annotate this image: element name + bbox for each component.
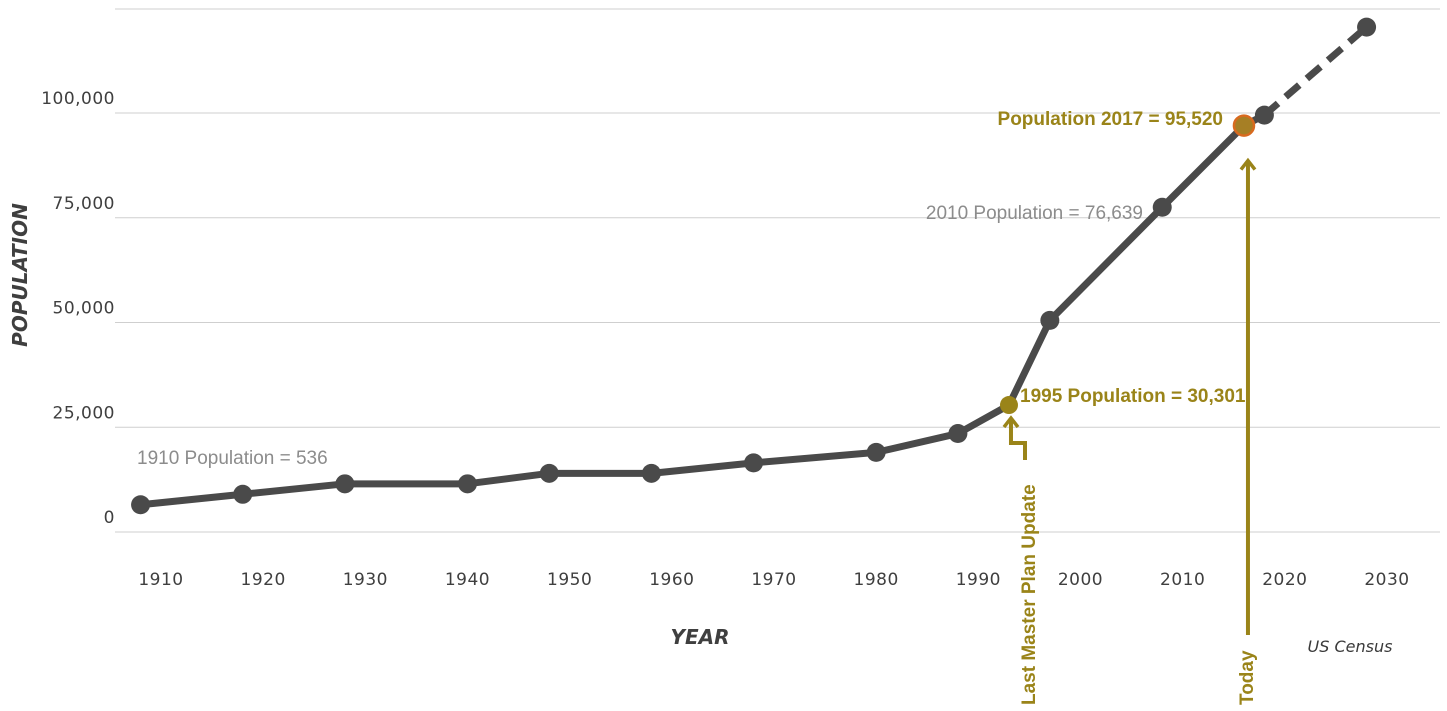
x-tick-label: 1980 [854,570,899,590]
series-line-projected [1262,24,1369,118]
x-tick-label: 2020 [1262,570,1307,590]
y-tick-label: 100,000 [41,89,115,109]
data-point [335,474,355,494]
data-point-1995 [999,396,1018,415]
data-point [1040,310,1060,330]
population-series [137,24,1369,509]
data-point [744,453,764,473]
x-tick-label: 1960 [649,570,694,590]
marker-arrows [1002,157,1257,635]
data-point-2017 [1232,114,1256,137]
today-arrow-head [1239,157,1257,171]
y-axis-ticks: 0 25,000 50,000 75,000 100,000 [41,89,115,528]
y-tick-label: 75,000 [53,194,115,214]
population-points [131,17,1377,515]
data-point [233,484,253,504]
annotation-1910: 1910 Population = 536 [137,448,328,469]
master-plan-arrow-head [1002,415,1020,429]
x-tick-label: 1920 [241,570,286,590]
x-tick-label: 1940 [445,570,490,590]
annotation-2010: 2010 Population = 76,639 [926,203,1143,224]
y-tick-label: 0 [104,508,115,528]
data-point [1152,197,1172,217]
source-note: US Census [1308,637,1393,656]
x-tick-label: 1930 [343,570,388,590]
annotation-1995: 1995 Population = 30,301 [1020,386,1246,407]
y-tick-label: 25,000 [53,403,115,423]
x-tick-label: 1970 [751,570,796,590]
x-tick-label: 2010 [1160,570,1205,590]
x-tick-label: 2030 [1364,570,1409,590]
y-axis-title: POPULATION [8,203,32,347]
data-point [539,463,559,483]
data-point [866,442,886,462]
data-point [1254,105,1274,125]
x-axis-ticks: 1910 1920 1930 1940 1950 1960 1970 1980 1990 2000… [138,570,1409,590]
data-point [1357,17,1377,37]
x-tick-label: 2000 [1058,570,1103,590]
data-point [948,424,968,444]
x-tick-label: 1910 [138,570,183,590]
x-tick-label: 1950 [547,570,592,590]
master-plan-arrow-line [1008,419,1027,460]
annotation-2017: Population 2017 = 95,520 [998,109,1223,130]
marker-today: Today [1237,650,1258,705]
x-tick-label: 1990 [956,570,1001,590]
data-point [131,495,151,515]
grid-lines [115,8,1440,533]
x-axis-title: YEAR [670,625,729,649]
data-point [641,463,661,483]
series-line-historical [137,111,1268,509]
data-point [458,474,477,494]
marker-last-master-plan-update: Last Master Plan Update [1019,484,1040,705]
y-tick-label: 50,000 [53,299,115,319]
